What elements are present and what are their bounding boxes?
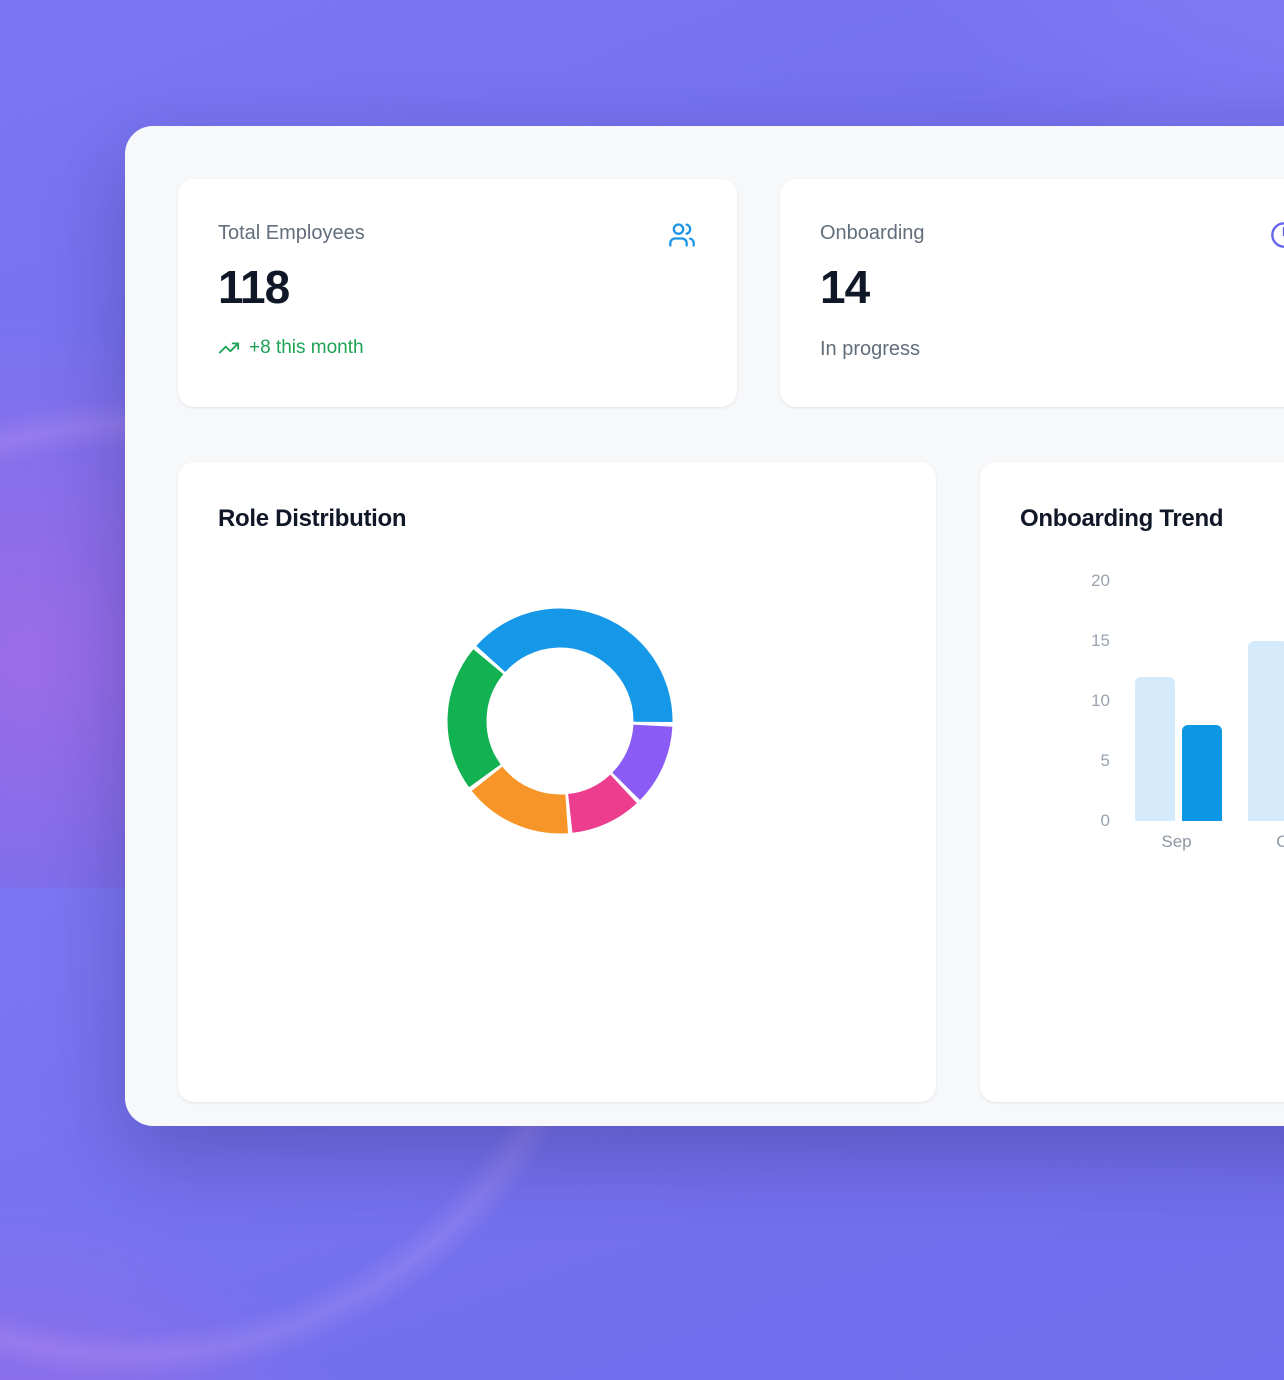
users-icon xyxy=(668,221,696,249)
bar-light-blue-bar-Oct[interactable] xyxy=(1248,641,1284,821)
stat-label: Onboarding xyxy=(820,222,925,245)
onboarding-trend-card: Onboarding Trend 05101520SepOct xyxy=(980,462,1284,1102)
bar-dark-blue-bar-Sep[interactable] xyxy=(1182,725,1222,821)
stat-card-total-employees: Total Employees 118 +8 this month xyxy=(178,179,737,407)
bar-light-blue-bar-Sep[interactable] xyxy=(1135,677,1175,821)
y-axis-tick-label: 15 xyxy=(1050,631,1110,651)
y-axis-tick-label: 10 xyxy=(1050,691,1110,711)
y-axis-tick-label: 0 xyxy=(1050,811,1110,831)
dashboard-panel: Total Employees 118 +8 this month Onboar… xyxy=(125,126,1284,1126)
stat-label: Total Employees xyxy=(218,222,365,245)
x-axis-category-label: Oct xyxy=(1240,832,1284,852)
y-axis-tick-label: 20 xyxy=(1050,571,1110,591)
dashboard-screen: { "colors": { "background_purple": "#737… xyxy=(0,0,1284,888)
stat-trend: +8 this month xyxy=(218,337,364,359)
chart-title: Role Distribution xyxy=(218,505,406,533)
stat-value: 14 xyxy=(820,263,869,311)
trending-up-icon xyxy=(218,337,240,359)
stat-subtitle: In progress xyxy=(820,338,920,361)
stat-card-onboarding: Onboarding 14 In progress xyxy=(780,179,1284,407)
role-distribution-donut-chart[interactable] xyxy=(447,608,673,834)
onboarding-trend-bar-chart[interactable]: 0 5 10 15 20 Sep Oct xyxy=(980,462,1284,1102)
y-axis-tick-label: 5 xyxy=(1050,751,1110,771)
stat-value: 118 xyxy=(218,263,289,311)
clock-icon xyxy=(1270,221,1284,249)
stat-trend-text: +8 this month xyxy=(249,337,364,359)
role-distribution-card: Role Distribution xyxy=(178,462,936,1102)
x-axis-category-label: Sep xyxy=(1127,832,1227,852)
